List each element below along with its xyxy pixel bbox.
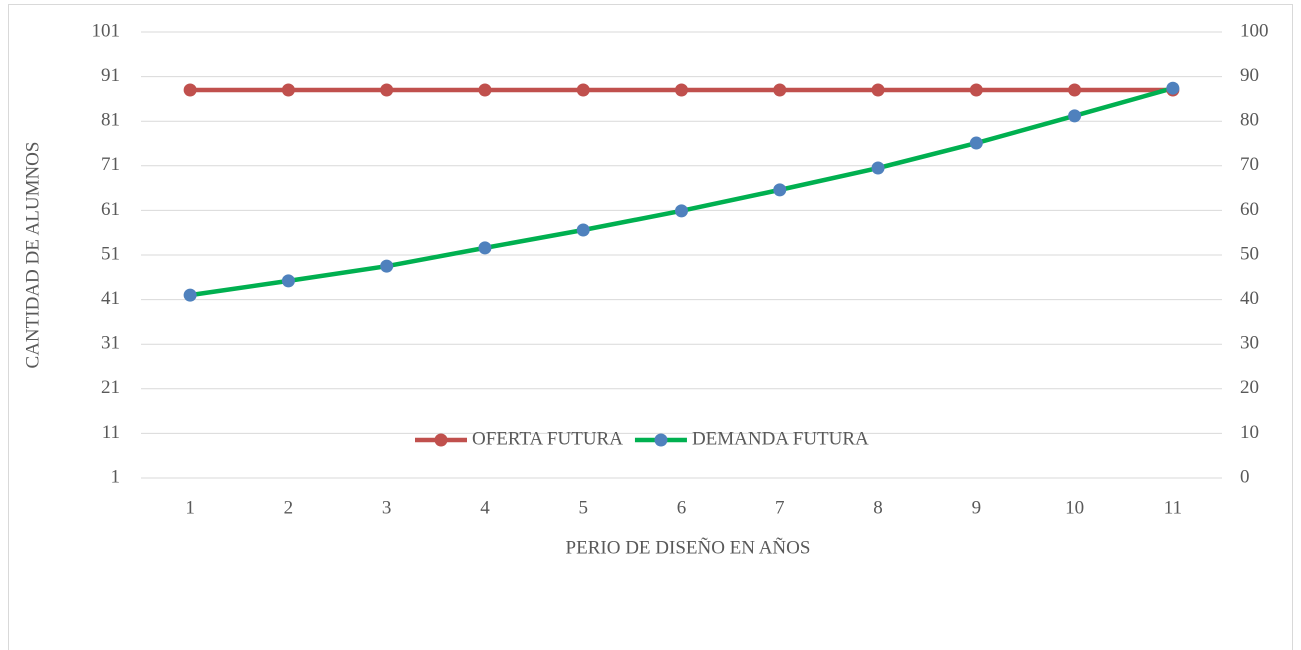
series-marker bbox=[1068, 83, 1082, 97]
series-marker bbox=[871, 161, 885, 175]
legend-marker bbox=[654, 433, 668, 447]
legend-label: OFERTA FUTURA bbox=[472, 428, 623, 449]
x-tick-label: 1 bbox=[185, 497, 195, 518]
x-tick-label: 10 bbox=[1065, 497, 1084, 518]
x-tick-label: 6 bbox=[677, 497, 687, 518]
series-marker bbox=[969, 136, 983, 150]
y-tick-label: 31 bbox=[101, 333, 120, 354]
series-marker bbox=[675, 83, 688, 97]
y-tick-label: 91 bbox=[101, 65, 120, 86]
series-marker bbox=[1068, 109, 1082, 123]
y2-tick-label: 70 bbox=[1240, 154, 1259, 175]
series-marker bbox=[1166, 81, 1180, 95]
y-tick-label: 71 bbox=[101, 154, 120, 175]
y-tick-label: 51 bbox=[101, 243, 120, 264]
y2-tick-label: 30 bbox=[1240, 333, 1259, 354]
legend-label: DEMANDA FUTURA bbox=[692, 428, 869, 449]
x-tick-label: 7 bbox=[775, 497, 785, 518]
series-marker bbox=[380, 83, 394, 97]
x-tick-label: 2 bbox=[284, 497, 294, 518]
series-marker bbox=[871, 83, 885, 97]
y2-tick-label: 100 bbox=[1240, 20, 1269, 41]
legend-marker bbox=[434, 433, 448, 447]
x-tick-label: 9 bbox=[972, 497, 982, 518]
series-marker bbox=[576, 223, 590, 237]
series-marker bbox=[773, 83, 787, 97]
series-marker bbox=[576, 83, 590, 97]
x-tick-label: 8 bbox=[873, 497, 883, 518]
y2-tick-label: 80 bbox=[1240, 110, 1259, 131]
y-tick-label: 41 bbox=[101, 288, 120, 309]
x-tick-label: 11 bbox=[1164, 497, 1182, 518]
series-marker bbox=[281, 274, 295, 288]
series-marker bbox=[773, 183, 787, 197]
y2-tick-label: 90 bbox=[1240, 65, 1259, 86]
y-tick-label: 21 bbox=[101, 377, 120, 398]
y2-tick-label: 0 bbox=[1240, 466, 1250, 487]
series-marker bbox=[183, 288, 197, 302]
series-marker bbox=[281, 83, 295, 97]
y-tick-label: 1 bbox=[111, 466, 121, 487]
y-axis-title: CANTIDAD DE ALUMNOS bbox=[22, 142, 43, 369]
series-marker bbox=[478, 241, 492, 255]
y2-tick-label: 20 bbox=[1240, 377, 1259, 398]
y2-tick-label: 60 bbox=[1240, 199, 1259, 220]
y2-tick-label: 10 bbox=[1240, 422, 1259, 443]
series-marker bbox=[183, 83, 197, 97]
series-marker bbox=[380, 259, 394, 273]
y-tick-label: 81 bbox=[101, 110, 120, 131]
x-tick-label: 4 bbox=[480, 497, 490, 518]
y-tick-label: 11 bbox=[102, 422, 120, 443]
y-tick-label: 61 bbox=[101, 199, 120, 220]
y2-tick-label: 50 bbox=[1240, 243, 1259, 264]
series-marker bbox=[478, 83, 492, 97]
x-axis-title: PERIO DE DISEÑO EN AÑOS bbox=[566, 536, 811, 558]
y2-tick-label: 40 bbox=[1240, 288, 1259, 309]
x-tick-label: 3 bbox=[382, 497, 392, 518]
series-marker bbox=[675, 204, 688, 218]
x-tick-label: 5 bbox=[578, 497, 588, 518]
y-tick-label: 101 bbox=[92, 20, 121, 41]
series-marker bbox=[969, 83, 983, 97]
